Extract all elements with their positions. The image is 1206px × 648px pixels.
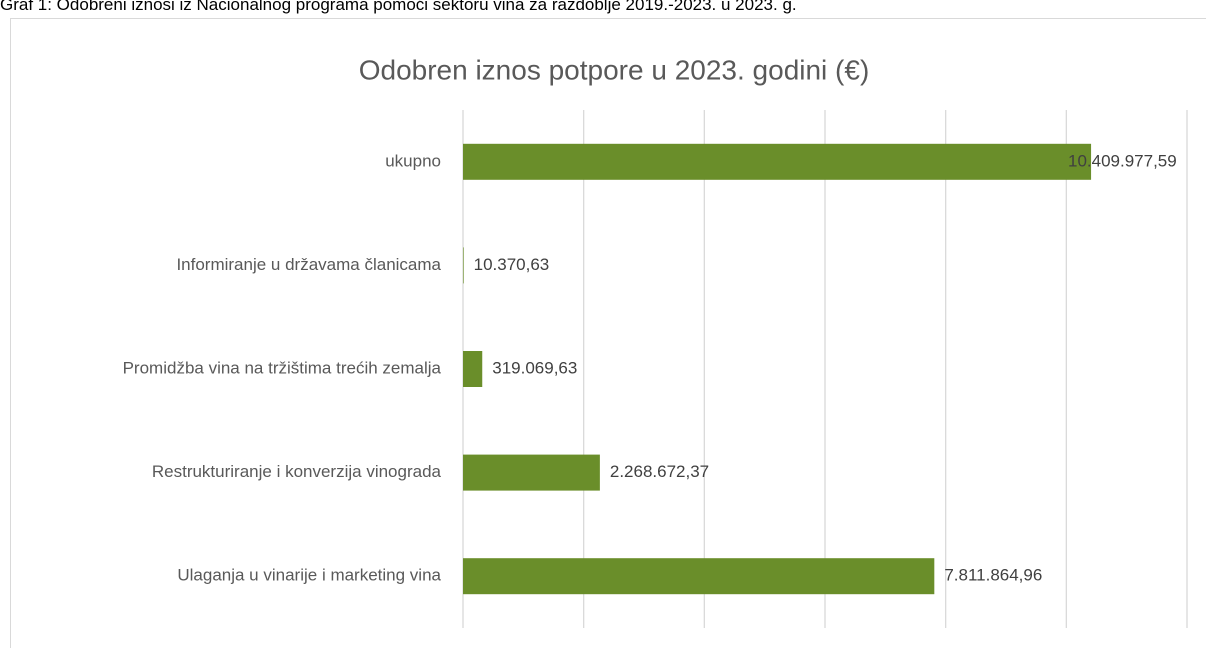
chart-title: Odobren iznos potpore u 2023. godini (€) [359,54,870,85]
y-tick-label: Informiranje u državama članicama [176,255,441,274]
value-label: 2.268.672,37 [610,462,709,481]
value-label: 319.069,63 [492,358,577,377]
bar [463,558,935,595]
y-tick-label: Ulaganja u vinarije i marketing vina [177,566,441,585]
chart-frame [10,18,1206,648]
bar [463,247,464,284]
value-label: 10.409.977,59 [1068,151,1177,170]
caption: Graf 1: Odobreni iznosi iz Nacionalnog p… [0,0,797,14]
y-tick-label: ukupno [385,151,441,170]
y-tick-label: Restrukturiranje i konverzija vinograda [152,462,442,481]
bar [463,454,600,491]
bar [463,351,483,387]
value-label: 7.811.864,96 [944,566,1042,585]
value-label: 10.370,63 [474,255,550,274]
bar [463,143,1092,180]
y-tick-label: Promidžba vina na tržištima trećih zemal… [123,358,442,377]
